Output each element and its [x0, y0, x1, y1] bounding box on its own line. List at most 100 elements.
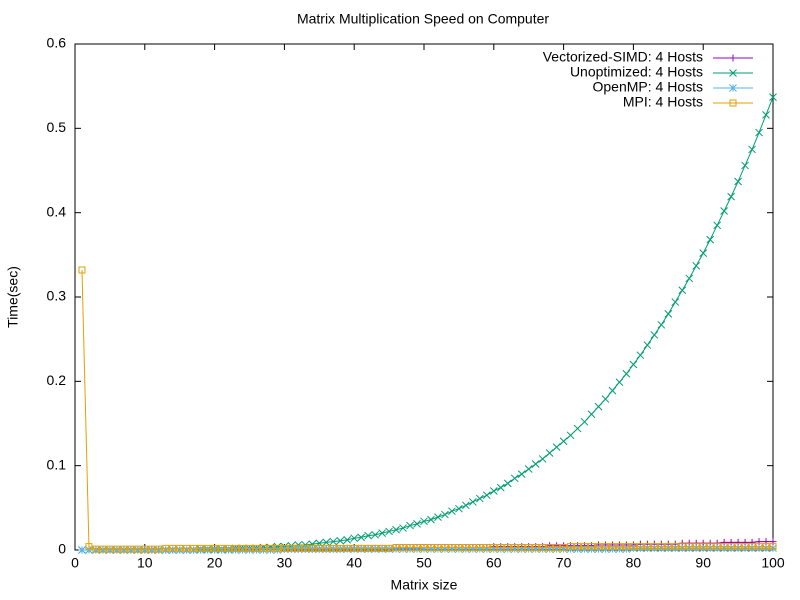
data-point — [692, 544, 701, 553]
data-point — [287, 544, 295, 552]
data-point — [755, 543, 763, 551]
data-point — [706, 235, 715, 244]
data-point — [182, 546, 191, 554]
data-point — [448, 545, 456, 554]
data-point — [601, 543, 609, 551]
data-point — [99, 546, 107, 554]
data-point — [524, 545, 533, 554]
data-point — [538, 545, 547, 554]
data-point — [769, 544, 777, 553]
data-point — [531, 460, 540, 468]
data-point — [559, 437, 568, 446]
data-point — [741, 543, 749, 551]
data-point — [475, 494, 484, 503]
data-point — [636, 544, 645, 553]
data-point — [713, 221, 722, 230]
data-point — [713, 544, 722, 553]
data-point — [734, 544, 742, 553]
data-point — [608, 543, 616, 551]
data-point — [510, 545, 519, 554]
data-point — [581, 543, 589, 551]
data-point — [692, 543, 700, 551]
data-point — [287, 545, 296, 554]
data-point — [225, 544, 233, 552]
data-point — [148, 545, 156, 553]
data-point — [504, 543, 512, 551]
data-point — [371, 530, 379, 539]
data-point — [595, 543, 602, 551]
data-point — [455, 545, 463, 554]
legend-marker — [729, 54, 737, 62]
data-point — [161, 546, 170, 554]
data-point — [678, 544, 687, 553]
data-point — [204, 544, 212, 552]
data-point — [329, 544, 337, 552]
data-point — [769, 93, 777, 101]
data-point — [629, 544, 638, 553]
data-point — [741, 538, 749, 546]
data-point — [503, 545, 512, 554]
data-point — [699, 249, 708, 258]
data-point — [713, 543, 721, 551]
x-tick-label: 100 — [761, 555, 785, 571]
data-point — [678, 543, 686, 551]
data-point — [336, 545, 345, 554]
data-point — [567, 543, 575, 551]
data-point — [322, 538, 331, 547]
data-point — [441, 543, 449, 551]
data-point — [762, 110, 770, 119]
data-point — [524, 465, 533, 473]
data-point — [573, 424, 582, 433]
data-point — [252, 546, 261, 554]
data-point — [531, 545, 540, 554]
data-point — [420, 517, 428, 526]
data-point — [434, 543, 442, 551]
data-point — [706, 543, 714, 551]
data-point — [308, 545, 317, 554]
data-point — [106, 545, 114, 553]
data-point — [427, 515, 435, 524]
data-point — [217, 546, 226, 554]
data-point — [734, 538, 742, 546]
data-point — [183, 544, 191, 552]
data-point — [343, 545, 352, 554]
data-point — [734, 543, 742, 551]
data-point — [155, 545, 163, 553]
data-point — [566, 431, 575, 440]
data-point — [469, 545, 477, 554]
data-point — [671, 298, 680, 306]
data-point — [517, 545, 526, 554]
data-point — [469, 543, 477, 551]
data-point — [755, 128, 763, 137]
data-point — [517, 470, 526, 478]
x-tick-label: 80 — [626, 555, 642, 571]
data-point — [385, 544, 393, 552]
data-point — [385, 545, 393, 554]
data-point — [322, 545, 331, 554]
data-point — [329, 545, 338, 554]
data-point — [476, 543, 484, 551]
data-point — [203, 546, 212, 554]
data-point — [538, 455, 547, 463]
data-point — [273, 546, 282, 554]
data-point — [545, 449, 554, 457]
data-point — [580, 417, 589, 426]
data-point — [671, 543, 679, 551]
data-point — [350, 545, 359, 554]
data-point — [357, 533, 366, 542]
data-point — [462, 543, 470, 551]
legend-marker — [729, 99, 737, 107]
data-point — [133, 546, 142, 554]
data-point — [420, 545, 428, 554]
data-point — [106, 546, 114, 554]
legend-label: Vectorized-SIMD: 4 Hosts — [543, 49, 703, 65]
data-point — [511, 543, 519, 551]
data-point — [413, 543, 421, 551]
data-point — [455, 543, 463, 551]
data-point — [469, 498, 477, 506]
data-point — [615, 378, 624, 387]
data-point — [246, 544, 253, 552]
data-point — [636, 543, 644, 551]
legend-label: Unoptimized: 4 Hosts — [570, 64, 703, 80]
